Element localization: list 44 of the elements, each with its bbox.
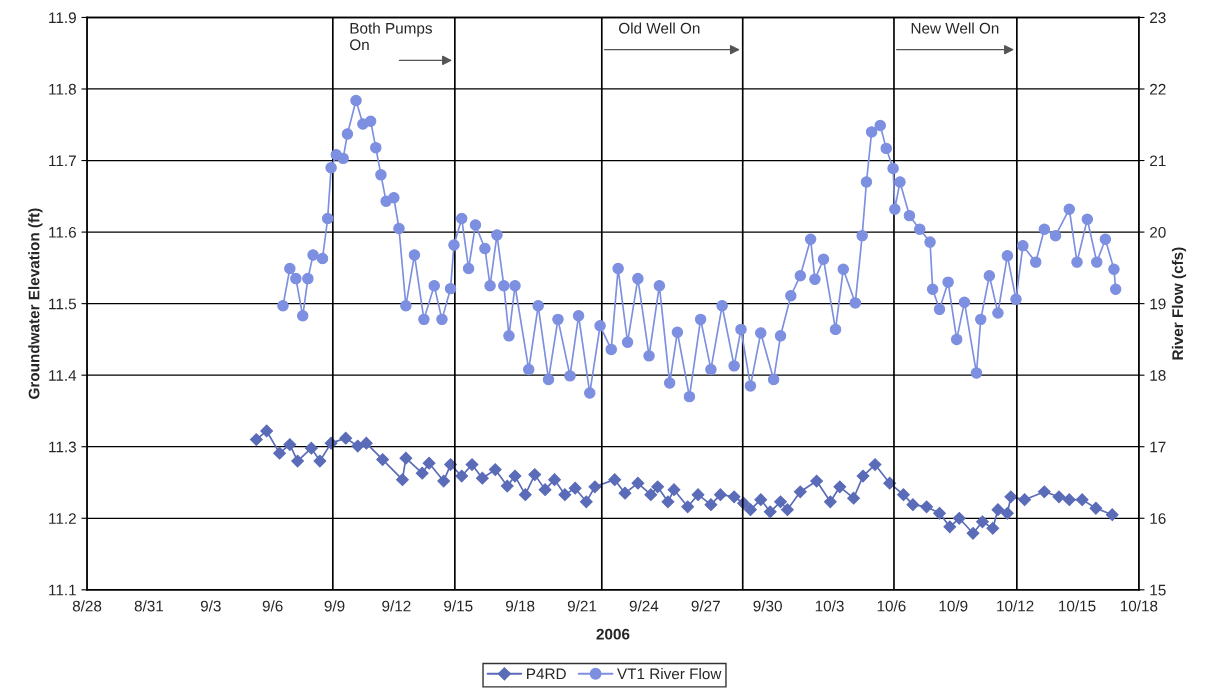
x-tick-label: 10/3 (815, 600, 844, 612)
ref-line-label: Old Well On (619, 22, 700, 34)
x-tick-label: 9/6 (262, 600, 283, 612)
y-tick-label: 11.2 (49, 513, 76, 524)
x-tick-label: 8/28 (72, 600, 102, 612)
x-tick-label: 8/31 (134, 600, 164, 612)
y2-tick-label: 19 (1150, 298, 1166, 310)
x-tick-label: 9/30 (753, 600, 782, 612)
y-tick-label: 11.6 (49, 226, 76, 238)
x-tick-label: 10/9 (939, 600, 968, 612)
y-tick-label: 11.5 (49, 298, 76, 310)
x-tick-label: 10/6 (877, 600, 906, 612)
y2-tick-label: 16 (1150, 513, 1166, 524)
x-tick-label: 10/18 (1120, 600, 1158, 612)
y-tick-label: 11.7 (49, 155, 76, 167)
y2-tick-label: 18 (1150, 370, 1166, 381)
x-tick-label: 9/27 (691, 600, 720, 612)
y-tick-label: 11.4 (49, 370, 77, 381)
x-axis-title: 2006 (596, 628, 630, 640)
y2-tick-label: 22 (1150, 83, 1166, 95)
y2-tick-label: 21 (1150, 155, 1166, 167)
y-tick-label: 11.1 (49, 584, 76, 596)
ref-line-label: New Well On (911, 22, 999, 34)
legend-label: VT1 River Flow (617, 668, 722, 680)
legend-label: P4RD (527, 668, 566, 680)
x-tick-label: 10/15 (1059, 600, 1096, 612)
y-tick-label: 11.3 (49, 441, 76, 453)
y2-tick-label: 20 (1150, 226, 1166, 238)
y-axis-title: Groundwater Elevation (ft) (28, 208, 43, 399)
y2-axis-title: River Flow (cfs) (1171, 247, 1187, 360)
x-tick-label: 9/18 (506, 600, 535, 612)
x-tick-label: 9/15 (444, 600, 473, 612)
y2-tick-label: 23 (1150, 12, 1166, 24)
x-tick-label: 9/12 (382, 600, 411, 612)
x-tick-label: 9/21 (567, 600, 597, 612)
x-tick-label: 10/12 (997, 600, 1034, 612)
y2-tick-label: 15 (1150, 584, 1166, 596)
x-tick-label: 9/9 (324, 600, 345, 612)
x-tick-label: 9/3 (200, 600, 221, 612)
y2-tick-label: 17 (1150, 441, 1166, 453)
ref-line-label: Both Pumps On (350, 22, 432, 51)
y-tick-label: 11.8 (49, 83, 76, 95)
y-tick-label: 11.9 (49, 12, 76, 24)
x-tick-label: 9/24 (629, 600, 659, 612)
